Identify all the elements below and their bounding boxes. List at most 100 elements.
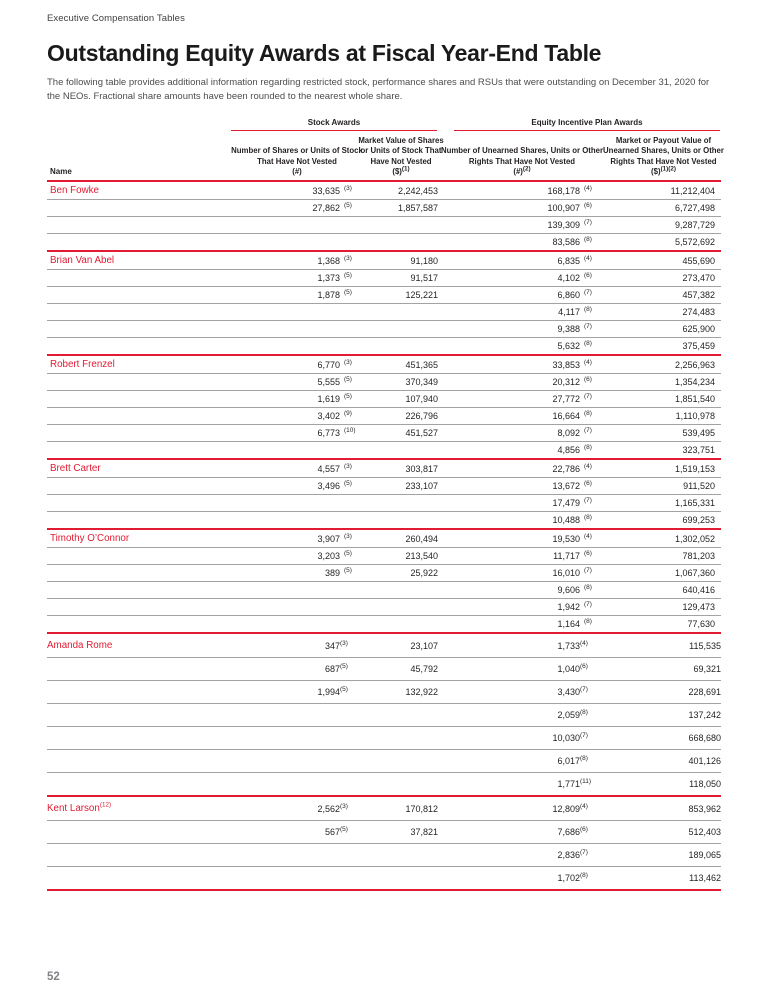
cell-text: 20,312 xyxy=(552,377,580,388)
cell-text: 132,922 xyxy=(405,687,438,698)
market-value-cell xyxy=(364,320,438,338)
table-row: Amanda Rome 347 (3) 23,107 1,733 (4) 115,535 xyxy=(47,632,721,658)
cell-text: 115,535 xyxy=(689,640,721,651)
cell-text: 129,473 xyxy=(682,602,715,613)
payout-value-cell: 1,067,360 xyxy=(606,564,721,582)
shares-not-vested-cell xyxy=(230,615,340,634)
table-row: 1,702 (8) 113,462 xyxy=(47,866,721,892)
shares-not-vested-cell xyxy=(230,320,340,338)
shares-not-vested-cell xyxy=(230,866,340,892)
unearned-shares-cell: 11,717 xyxy=(438,547,580,565)
footnote-ref-cell xyxy=(340,772,364,797)
cell-text: 567 xyxy=(324,827,340,838)
payout-value-cell: 137,242 xyxy=(606,703,721,727)
market-value-cell: 260,494 xyxy=(364,528,438,548)
market-value-cell: 1,857,587 xyxy=(364,199,438,217)
cell-text: 37,821 xyxy=(410,827,438,838)
footnote-ref-cell: (7) xyxy=(580,494,606,512)
payout-value-cell: 69,321 xyxy=(606,657,721,681)
market-value-cell xyxy=(364,866,438,892)
cell-text: 323,751 xyxy=(682,445,715,456)
footnote-ref-cell: (8) xyxy=(580,615,606,634)
footnote-ref-cell: (6) xyxy=(580,657,606,681)
payout-value-cell: 5,572,692 xyxy=(606,233,721,252)
table-row: 1,942 (7) 129,473 xyxy=(47,598,721,616)
neo-name-cell xyxy=(47,494,230,512)
unearned-shares-cell: 13,672 xyxy=(438,477,580,495)
cell-text: 699,253 xyxy=(682,515,715,526)
footnote-ref-cell: (10) xyxy=(340,424,364,442)
cell-text: 2,836 xyxy=(557,850,580,861)
cell-text: 4,856 xyxy=(557,445,580,456)
shares-not-vested-cell: 1,368 xyxy=(230,250,340,270)
cell-text: 69,321 xyxy=(693,664,721,675)
footnote-ref-cell: (8) xyxy=(580,581,606,599)
market-value-cell xyxy=(364,703,438,727)
neo-name-cell xyxy=(47,407,230,425)
unearned-shares-cell: 1,164 xyxy=(438,615,580,634)
cell-text: 137,242 xyxy=(688,710,721,721)
table-row: 567 (5) 37,821 7,686 (6) 512,403 xyxy=(47,820,721,844)
neo-name: Kent Larson xyxy=(47,803,100,815)
unearned-shares-cell: 1,942 xyxy=(438,598,580,616)
payout-value-cell: 1,302,052 xyxy=(606,528,721,548)
cell-text: 401,126 xyxy=(688,756,721,767)
footnote-ref-cell: (6) xyxy=(580,199,606,217)
neo-name: Brett Carter xyxy=(50,463,101,475)
cell-text: 1,165,331 xyxy=(674,498,715,509)
cell-text: 6,860 xyxy=(557,290,580,301)
cell-text: 539,495 xyxy=(682,428,715,439)
shares-not-vested-cell: 4,557 xyxy=(230,458,340,478)
footnote-ref-cell: (5) xyxy=(340,680,364,704)
footnote-ref: (5) xyxy=(340,686,348,694)
table-row: 1,164 (8) 77,630 xyxy=(47,615,721,634)
table-row: 27,862 (5) 1,857,587 100,907 (6) 6,727,498 xyxy=(47,199,721,217)
unearned-shares-cell: 4,102 xyxy=(438,269,580,287)
payout-value-cell: 640,416 xyxy=(606,581,721,599)
cell-text: 6,773 xyxy=(317,428,340,439)
table-row: 389 (5) 25,922 16,010 (7) 1,067,360 xyxy=(47,564,721,582)
neo-name-cell xyxy=(47,337,230,356)
cell-text: 13,672 xyxy=(552,481,580,492)
shares-not-vested-cell xyxy=(230,726,340,750)
market-value-cell xyxy=(364,441,438,460)
cell-text: 168,178 xyxy=(547,185,580,196)
payout-value-cell: 375,459 xyxy=(606,337,721,356)
footnote-ref: (6) xyxy=(584,480,592,488)
cell-text: 1,771 xyxy=(557,779,580,790)
payout-value-cell: 1,165,331 xyxy=(606,494,721,512)
cell-text: 25,922 xyxy=(410,568,438,579)
cell-text: 22,786 xyxy=(552,463,580,474)
table-row: 1,373 (5) 91,517 4,102 (6) 273,470 xyxy=(47,269,721,287)
cell-text: 3,430 xyxy=(557,687,580,698)
shares-not-vested-cell: 1,994 xyxy=(230,680,340,704)
shares-not-vested-cell: 389 xyxy=(230,564,340,582)
table-header: Stock Awards Equity Incentive Plan Award… xyxy=(47,118,724,183)
footnote-ref-cell: (8) xyxy=(580,441,606,460)
cell-text: 170,812 xyxy=(405,803,438,814)
unearned-shares-cell: 10,488 xyxy=(438,511,580,530)
footnote-ref-cell: (6) xyxy=(580,477,606,495)
market-value-cell xyxy=(364,843,438,867)
unearned-shares-cell: 10,030 xyxy=(438,726,580,750)
market-value-cell: 125,221 xyxy=(364,286,438,304)
footnote-ref-cell: (4) xyxy=(580,528,606,548)
footnote-ref-cell: (7) xyxy=(580,320,606,338)
footnote-ref-cell: (4) xyxy=(580,354,606,374)
cell-text: 27,772 xyxy=(552,394,580,405)
footnote-ref-cell xyxy=(340,615,364,634)
shares-not-vested-cell: 3,907 xyxy=(230,528,340,548)
neo-name-cell xyxy=(47,703,230,727)
equity-awards-table: Stock Awards Equity Incentive Plan Award… xyxy=(47,118,724,892)
name-footnote-ref: (12) xyxy=(99,801,112,809)
table-row: 3,496 (5) 233,107 13,672 (6) 911,520 xyxy=(47,477,721,495)
unearned-shares-cell: 3,430 xyxy=(438,680,580,704)
cell-text: 91,180 xyxy=(410,255,438,266)
group-label-equity-incentive: Equity Incentive Plan Awards xyxy=(454,118,720,132)
column-header-market-value: Market Value of Shares or Units of Stock… xyxy=(358,131,444,183)
group-header-equity-incentive: Equity Incentive Plan Awards xyxy=(438,118,721,132)
footnote-ref: (5) xyxy=(344,550,352,558)
payout-value-cell: 668,680 xyxy=(606,726,721,750)
unearned-shares-cell: 27,772 xyxy=(438,390,580,408)
cell-text: 512,403 xyxy=(688,827,721,838)
